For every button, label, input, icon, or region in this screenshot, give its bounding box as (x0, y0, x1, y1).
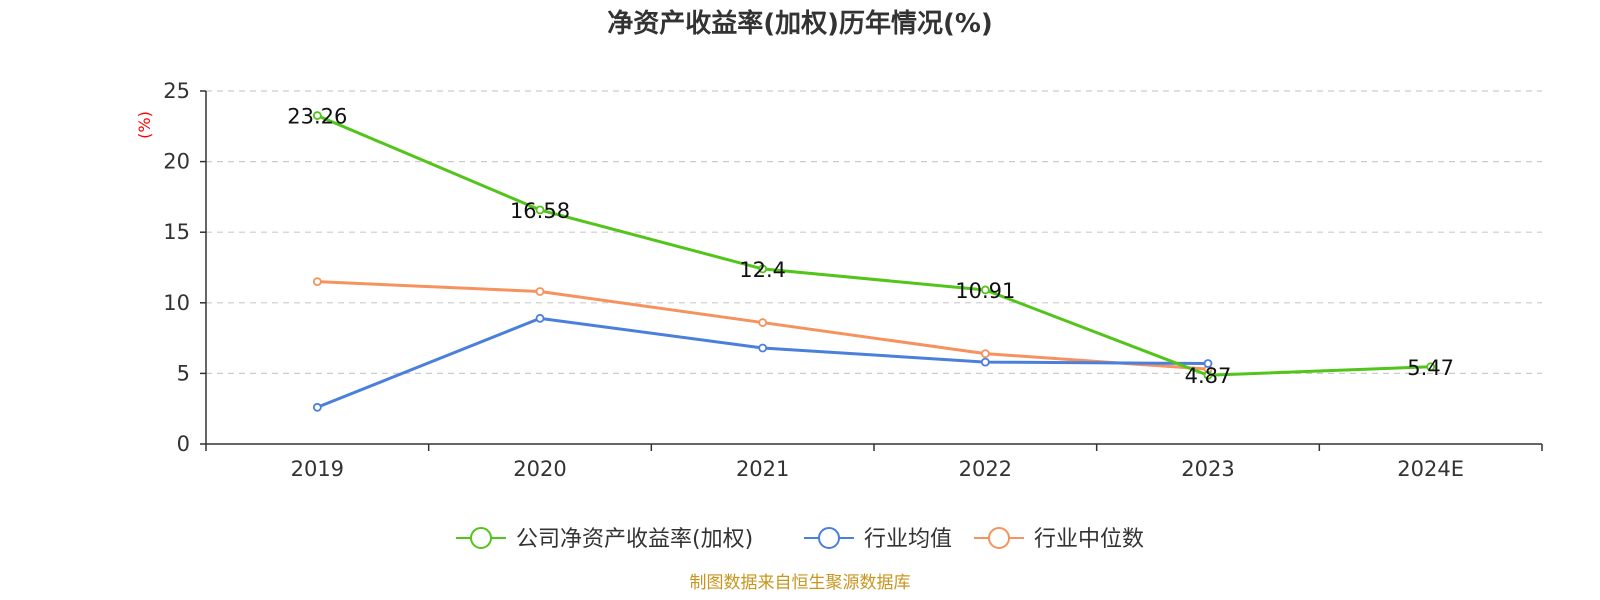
y-tick-label: 20 (163, 150, 190, 174)
legend-label: 公司净资产收益率(加权) (516, 527, 753, 552)
series-line-0 (317, 116, 1430, 376)
y-tick-label: 25 (163, 79, 190, 103)
data-point-1 (982, 359, 989, 366)
data-label: 16.58 (510, 199, 570, 223)
legend-label: 行业中位数 (1034, 527, 1144, 552)
y-tick-label: 15 (163, 220, 190, 244)
legend-marker (819, 528, 839, 548)
x-tick-label: 2019 (291, 457, 344, 481)
data-label: 10.91 (955, 279, 1015, 303)
x-tick-label: 2024E (1397, 457, 1464, 481)
data-labels: 23.26 16.58 12.4 10.91 4.87 5.47 (287, 105, 1454, 389)
y-tick-label: 0 (177, 432, 190, 456)
legend-marker (989, 528, 1009, 548)
series-line-1 (317, 318, 1208, 407)
y-axis-unit-label: (%) (135, 111, 154, 139)
data-point-2 (537, 288, 544, 295)
gridlines (206, 91, 1542, 373)
y-tick-label: 5 (177, 361, 190, 385)
y-tick-label: 10 (163, 291, 190, 315)
data-point-2 (314, 278, 321, 285)
data-point-1 (759, 344, 766, 351)
data-label: 4.87 (1185, 364, 1232, 388)
data-point-2 (982, 350, 989, 357)
data-label: 12.4 (739, 258, 786, 282)
data-label: 23.26 (287, 105, 347, 129)
chart-title: 净资产收益率(加权)历年情况(%) (607, 8, 993, 39)
series-lines (314, 112, 1434, 411)
legend: 公司净资产收益率(加权) 行业均值 行业中位数 (456, 527, 1144, 552)
x-tick-label: 2020 (513, 457, 566, 481)
data-point-1 (314, 404, 321, 411)
source-note: 制图数据来自恒生聚源数据库 (690, 573, 911, 593)
legend-marker (471, 528, 491, 548)
data-label: 5.47 (1407, 356, 1454, 380)
x-tick-label: 2022 (959, 457, 1012, 481)
x-tick-label: 2023 (1181, 457, 1234, 481)
roe-line-chart: 净资产收益率(加权)历年情况(%) (%) 0 5 10 15 20 25 2019 2020… (0, 0, 1600, 600)
legend-label: 行业均值 (864, 527, 952, 552)
data-point-2 (759, 319, 766, 326)
data-point-1 (537, 315, 544, 322)
x-tick-label: 2021 (736, 457, 789, 481)
